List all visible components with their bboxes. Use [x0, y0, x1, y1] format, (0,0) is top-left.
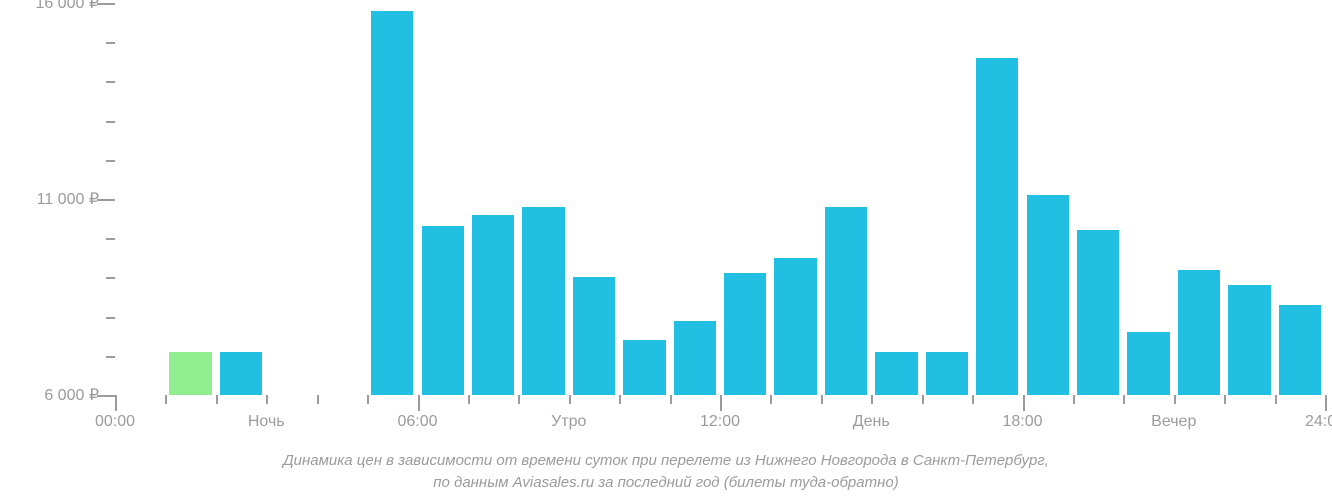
x-tick-minor — [518, 395, 520, 404]
x-axis-section-label: Вечер — [1151, 395, 1196, 431]
price-bar — [1178, 270, 1220, 395]
x-tick-minor — [468, 395, 470, 404]
x-tick-minor — [1275, 395, 1277, 404]
price-bar — [573, 277, 615, 395]
price-by-hour-chart: 6 000 ₽11 000 ₽16 000 ₽00:0006:0012:0018… — [0, 0, 1332, 502]
y-axis-label: 11 000 ₽ — [37, 189, 115, 209]
x-axis-section-label: Ночь — [248, 395, 285, 431]
y-tick-minor — [106, 317, 115, 319]
y-tick-minor — [106, 160, 115, 162]
price-bar — [472, 215, 514, 395]
price-bar — [522, 207, 564, 395]
x-axis-time-label: 06:00 — [397, 395, 437, 431]
price-bar — [976, 58, 1018, 395]
price-bar — [169, 352, 211, 395]
price-bar — [1279, 305, 1321, 395]
x-axis-time-label: 00:00 — [95, 395, 135, 431]
y-axis-label: 16 000 ₽ — [35, 0, 115, 13]
price-bar — [875, 352, 917, 395]
caption-line-1: Динамика цен в зависимости от времени су… — [283, 452, 1049, 469]
x-tick-minor — [165, 395, 167, 404]
price-bar — [724, 273, 766, 395]
plot-area: 6 000 ₽11 000 ₽16 000 ₽00:0006:0012:0018… — [115, 3, 1325, 395]
price-bar — [674, 321, 716, 395]
x-axis-time-label: 24:00 — [1305, 395, 1332, 431]
price-bar — [1077, 230, 1119, 395]
x-axis-section-label: День — [853, 395, 890, 431]
price-bar — [422, 226, 464, 395]
x-tick-minor — [367, 395, 369, 404]
price-bar — [1127, 332, 1169, 395]
x-tick-minor — [1123, 395, 1125, 404]
price-bar — [623, 340, 665, 395]
x-tick-minor — [1073, 395, 1075, 404]
caption-line-2: по данным Aviasales.ru за последний год … — [433, 474, 898, 491]
y-tick-minor — [106, 42, 115, 44]
x-tick-minor — [972, 395, 974, 404]
x-axis-time-label: 18:00 — [1002, 395, 1042, 431]
chart-caption: Динамика цен в зависимости от времени су… — [0, 450, 1332, 494]
y-tick-minor — [106, 356, 115, 358]
y-tick-minor — [106, 81, 115, 83]
x-tick-minor — [670, 395, 672, 404]
price-bar — [1228, 285, 1270, 395]
x-tick-minor — [922, 395, 924, 404]
price-bar — [220, 352, 262, 395]
price-bar — [825, 207, 867, 395]
price-bar — [926, 352, 968, 395]
x-tick-minor — [216, 395, 218, 404]
x-tick-minor — [1224, 395, 1226, 404]
x-tick-minor — [317, 395, 319, 404]
y-tick-minor — [106, 238, 115, 240]
y-tick-minor — [106, 121, 115, 123]
price-bar — [371, 11, 413, 395]
x-axis-time-label: 12:00 — [700, 395, 740, 431]
price-bar — [774, 258, 816, 395]
x-axis-section-label: Утро — [551, 395, 586, 431]
x-tick-minor — [619, 395, 621, 404]
y-tick-minor — [106, 277, 115, 279]
x-tick-minor — [821, 395, 823, 404]
price-bar — [1027, 195, 1069, 395]
x-tick-minor — [770, 395, 772, 404]
